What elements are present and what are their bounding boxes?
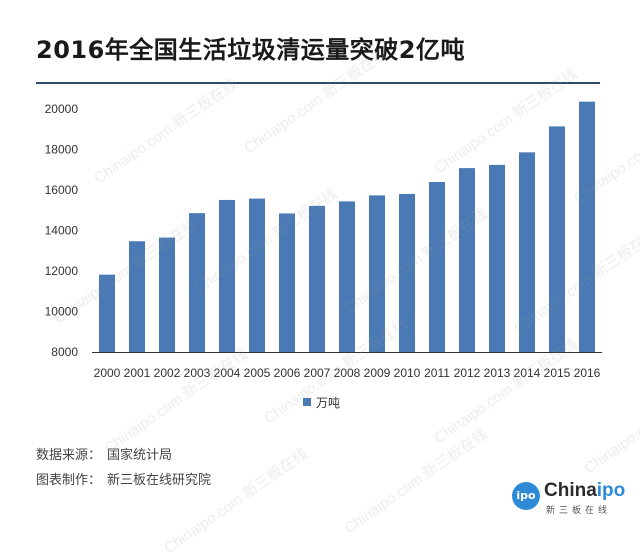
legend-swatch xyxy=(303,398,311,406)
x-tick-label: 2000 xyxy=(94,366,121,380)
logo-subtitle: 新三板在线 xyxy=(546,506,612,516)
y-tick-label: 12000 xyxy=(45,264,79,278)
y-tick-label: 10000 xyxy=(45,305,79,319)
bar xyxy=(339,201,355,352)
bars-group xyxy=(99,101,595,353)
y-axis: 8000 10000 12000 14000 16000 18000 20000 xyxy=(45,102,79,359)
bar xyxy=(369,195,385,352)
x-tick-label: 2014 xyxy=(514,366,541,380)
x-tick-label: 2011 xyxy=(424,366,450,380)
legend: 万吨 xyxy=(303,396,340,410)
x-tick-label: 2012 xyxy=(454,366,481,380)
source-line: 数据来源： 国家统计局 xyxy=(36,444,172,463)
bar xyxy=(579,101,595,353)
x-tick-label: 2010 xyxy=(394,366,421,380)
source-value: 国家统计局 xyxy=(107,448,173,463)
y-tick-label: 14000 xyxy=(45,224,79,238)
x-tick-label: 2016 xyxy=(574,366,601,380)
bar xyxy=(489,164,505,352)
bar xyxy=(99,274,115,352)
bar xyxy=(459,168,475,352)
x-tick-label: 2007 xyxy=(304,366,331,380)
logo-badge: ipo xyxy=(512,482,540,510)
bar xyxy=(249,198,265,352)
x-tick-label: 2013 xyxy=(484,366,511,380)
bar xyxy=(129,241,145,352)
x-tick-label: 2015 xyxy=(544,366,571,380)
maker-line: 图表制作： 新三板在线研究院 xyxy=(36,469,211,488)
title-divider xyxy=(36,82,600,84)
x-tick-label: 2005 xyxy=(244,366,271,380)
logo-name-prefix: China xyxy=(544,480,597,501)
x-tick-label: 2006 xyxy=(274,366,301,380)
bar xyxy=(309,205,325,352)
bar xyxy=(279,213,295,352)
y-tick-label: 16000 xyxy=(45,183,79,197)
y-tick-label: 18000 xyxy=(45,143,79,157)
logo-name-accent: ipo xyxy=(596,480,626,501)
x-axis: 2000 2001 2002 2003 2004 2005 2006 2007 2008 2009… xyxy=(94,366,601,380)
maker-value: 新三板在线研究院 xyxy=(107,473,212,488)
source-label: 数据来源： xyxy=(36,448,102,463)
y-tick-label: 8000 xyxy=(51,345,78,359)
bar xyxy=(429,182,445,352)
chart-title: 2016年全国生活垃圾清运量突破2亿吨 xyxy=(36,36,465,64)
bar xyxy=(159,237,175,352)
bar xyxy=(219,199,235,352)
chinaipo-logo: ipo Chinaipo 新三板在线 xyxy=(504,476,634,520)
x-tick-label: 2001 xyxy=(124,366,151,380)
bar xyxy=(399,193,415,352)
x-tick-label: 2003 xyxy=(184,366,211,380)
bar xyxy=(519,152,535,352)
x-tick-label: 2008 xyxy=(334,366,361,380)
maker-label: 图表制作： xyxy=(36,473,102,488)
x-tick-label: 2009 xyxy=(364,366,391,380)
legend-label: 万吨 xyxy=(316,396,340,410)
x-tick-label: 2002 xyxy=(154,366,181,380)
bar xyxy=(549,126,565,352)
y-tick-label: 20000 xyxy=(45,102,79,116)
logo-name: Chinaipo xyxy=(544,480,625,502)
x-tick-label: 2004 xyxy=(214,366,241,380)
bar xyxy=(189,213,205,352)
